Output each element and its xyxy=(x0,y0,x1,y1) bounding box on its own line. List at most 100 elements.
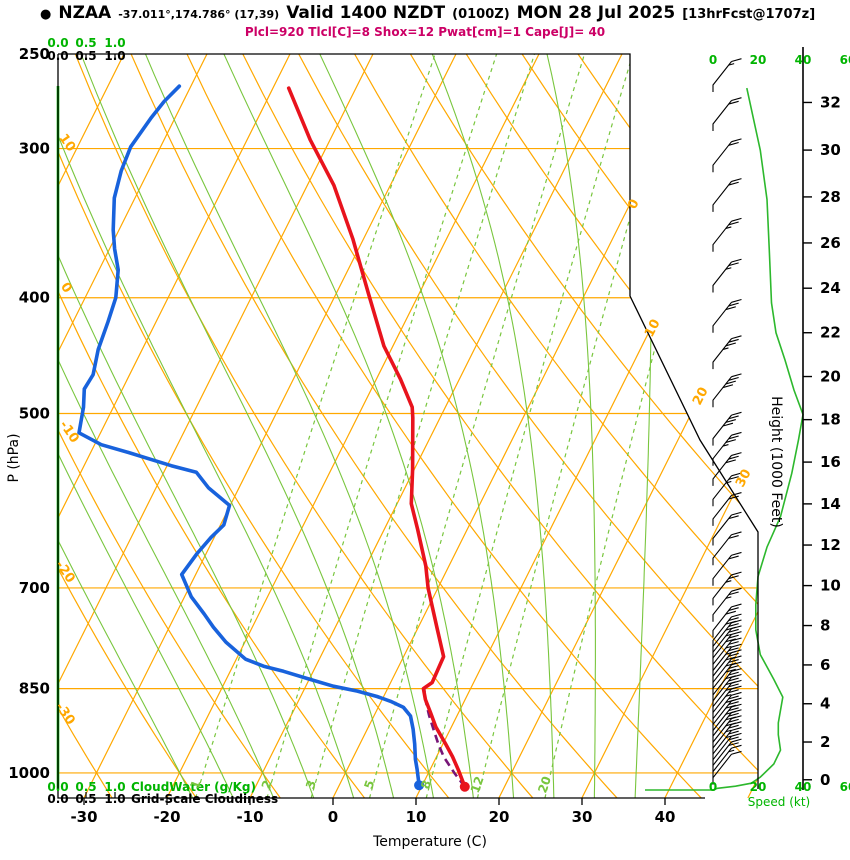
moist-adiabat-line xyxy=(144,54,435,798)
temperature-curve xyxy=(286,86,467,789)
cloudwater-tick-label: 0.5 xyxy=(75,36,96,50)
isotherm-label: 10 xyxy=(642,317,664,340)
barb-full-tick xyxy=(728,647,739,652)
height-tick-label: 0 xyxy=(820,771,830,789)
wind-barb xyxy=(712,640,732,672)
cloudiness-axis-title: Grid-Scale Cloudiness xyxy=(131,792,278,806)
temp-tick-label: 20 xyxy=(489,808,510,826)
wind-barb xyxy=(712,646,732,678)
height-tick-label: 30 xyxy=(820,141,841,159)
speed-tick-label: 20 xyxy=(750,780,767,794)
barb-full-tick xyxy=(731,217,742,222)
mixing-ratio-line xyxy=(266,54,498,798)
isotherm-label: 20 xyxy=(690,385,712,408)
wind-barb xyxy=(712,682,732,714)
height-tick-label: 32 xyxy=(820,93,841,111)
height-tick-label: 14 xyxy=(820,495,841,513)
wind-barb xyxy=(712,622,732,654)
wind-barb xyxy=(712,141,732,173)
barb-full-tick xyxy=(728,435,739,440)
height-tick-label: 28 xyxy=(820,188,841,206)
barb-full-tick xyxy=(728,724,739,729)
height-tick-label: 18 xyxy=(820,411,841,429)
forecast-tag: [13hrFcst@1707z] xyxy=(682,7,816,22)
isotherm-line xyxy=(249,54,623,798)
barb-full-tick xyxy=(731,472,742,477)
height-tick-label: 26 xyxy=(820,234,841,252)
wind-barbs xyxy=(712,58,742,785)
height-tick-label: 4 xyxy=(820,695,830,713)
barb-full-tick xyxy=(731,571,742,576)
barb-full-tick xyxy=(728,641,739,645)
dewpoint-curve xyxy=(77,84,421,787)
adiabat-label: -30 xyxy=(52,700,78,728)
barb-full-tick xyxy=(725,459,736,464)
dry-adiabat-line xyxy=(298,54,758,798)
wind-barb xyxy=(712,664,732,696)
mixing-ratio-line xyxy=(368,54,586,798)
barb-half-tick xyxy=(725,735,732,739)
cloudwater-tick-label: 0.5 xyxy=(75,780,96,794)
dry-adiabat-line xyxy=(130,54,618,798)
pressure-tick-label: 500 xyxy=(19,404,50,422)
barb-full-tick xyxy=(731,661,742,666)
barb-full-tick xyxy=(731,138,742,143)
cloudwater-tick-label: 1.0 xyxy=(104,36,125,50)
wind-barb xyxy=(712,700,732,732)
wind-barb xyxy=(712,495,732,526)
barb-full-tick xyxy=(731,603,742,608)
wind-barb xyxy=(712,434,732,466)
dry-adiabat-line xyxy=(74,54,534,798)
barb-full-tick xyxy=(731,551,742,556)
cloudiness-tick-label: 0.5 xyxy=(75,792,96,806)
station-id: NZAA xyxy=(58,3,112,23)
height-axis-title: Height (1000 Feet) xyxy=(768,396,784,528)
wind-barb xyxy=(712,606,732,638)
moist-adiabat-line xyxy=(431,54,555,798)
speed-tick-label: 40 xyxy=(795,53,812,67)
wind-barb xyxy=(712,590,732,622)
height-tick-label: 12 xyxy=(820,536,841,554)
barb-full-tick xyxy=(728,535,739,539)
barb-full-tick xyxy=(725,439,736,443)
barb-full-tick xyxy=(728,302,739,307)
temp-tick-label: 30 xyxy=(572,808,593,826)
moist-adiabat-line xyxy=(58,54,275,798)
station-coords: -37.011°,174.786° (17,39) xyxy=(118,8,280,21)
barb-full-tick xyxy=(728,455,739,460)
barb-full-tick xyxy=(731,178,742,182)
barb-full-tick xyxy=(731,258,742,263)
barb-full-tick xyxy=(722,422,734,427)
dry-adiabat-line xyxy=(186,54,702,798)
barb-half-tick xyxy=(725,694,732,697)
barb-full-tick xyxy=(728,607,739,612)
barb-full-tick xyxy=(731,637,742,642)
wind-speed-profile xyxy=(645,87,804,791)
surface-temperature-dot xyxy=(459,781,470,792)
wind-barb xyxy=(712,694,732,726)
pressure-tick-label: 850 xyxy=(19,680,50,698)
barb-full-tick xyxy=(731,58,742,63)
plot-border-left-bottom xyxy=(57,54,705,799)
height-tick-label: 22 xyxy=(820,324,841,342)
barb-half-tick xyxy=(722,347,729,350)
barb-full-tick xyxy=(731,335,742,340)
moist-adiabat-line xyxy=(546,54,596,798)
barb-full-tick xyxy=(728,628,739,633)
sounding-parameters: Plcl=920 Tlcl[C]=8 Shox=12 Pwat[cm]=1 Ca… xyxy=(244,25,606,39)
barb-full-tick xyxy=(728,100,739,105)
barb-full-tick xyxy=(731,673,742,678)
barb-full-tick xyxy=(731,299,742,303)
barb-full-tick xyxy=(728,652,739,657)
wind-barb xyxy=(712,671,732,702)
isotherm-line xyxy=(581,54,758,798)
wind-barb xyxy=(712,261,732,293)
barb-full-tick xyxy=(728,707,739,712)
speed-tick-label: 40 xyxy=(795,780,812,794)
barb-half-tick xyxy=(725,596,732,599)
barb-full-tick xyxy=(731,679,742,684)
wind-barb xyxy=(712,616,732,648)
barb-full-tick xyxy=(728,575,739,580)
